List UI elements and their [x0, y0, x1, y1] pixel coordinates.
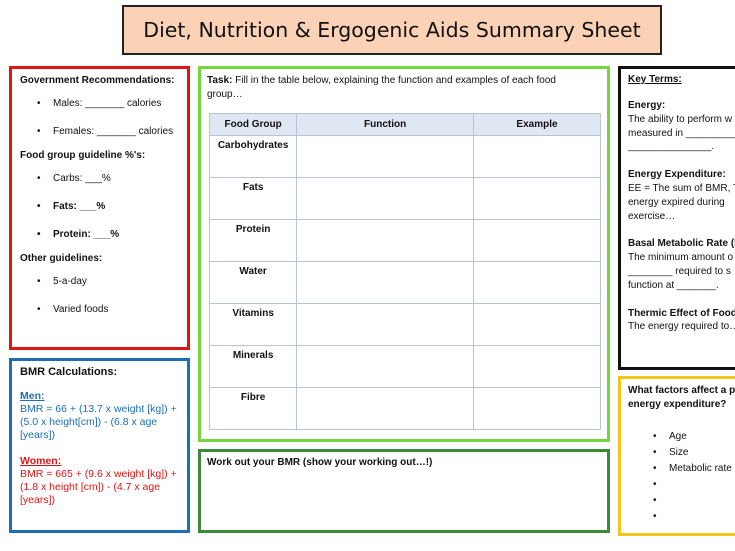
- term-line: function at _______.: [628, 279, 719, 291]
- bmr-calculations-panel: BMR Calculations: Men: BMR = 66 + (13.7 …: [9, 358, 190, 533]
- list-item: [628, 493, 735, 509]
- term-line: The energy required to…: [628, 321, 735, 333]
- women-formula: BMR = 665 + (9.6 x weight [kg]) + (1.8 x…: [20, 467, 177, 506]
- task-label: Task:: [207, 75, 233, 86]
- calorie-list: Males: _______ calories Females: _______…: [20, 90, 179, 146]
- food-group-guideline-heading: Food group guideline %'s:: [20, 150, 146, 161]
- list-item: [628, 509, 735, 525]
- bmr-heading: BMR Calculations:: [20, 366, 118, 378]
- term-line: The ability to perform w: [628, 113, 732, 125]
- list-item: Carbs: ___%: [20, 165, 179, 193]
- term-line: exercise…: [628, 210, 676, 222]
- women-formula-block: Women: BMR = 665 + (9.6 x weight [kg]) +…: [20, 455, 179, 508]
- food-group-cell: Carbohydrates: [208, 135, 298, 178]
- term-line: ________ required to s: [628, 265, 731, 277]
- key-terms-heading: Key Terms:: [628, 74, 682, 85]
- example-cell[interactable]: [472, 303, 602, 346]
- food-group-cell: Fibre: [208, 387, 298, 430]
- list-item: [628, 477, 735, 493]
- list-item: Fats: ___%: [20, 193, 179, 221]
- example-cell[interactable]: [472, 345, 602, 388]
- food-group-cell: Minerals: [208, 345, 298, 388]
- function-cell[interactable]: [296, 387, 474, 430]
- women-label: Women:: [20, 454, 62, 467]
- table-row: Water: [208, 261, 602, 304]
- food-group-table: Food Group Function Example Carbohydrate…: [208, 113, 602, 430]
- government-recommendations-panel: Government Recommendations: Males: _____…: [9, 66, 190, 350]
- men-formula-block: Men: BMR = 66 + (13.7 x weight [kg]) + (…: [20, 390, 179, 443]
- table-row: Fibre: [208, 387, 602, 430]
- function-cell[interactable]: [296, 177, 474, 220]
- term-thermic-effect-of-food: Thermic Effect of Food The energy requir…: [628, 307, 735, 335]
- task-panel: Task: Fill in the table below, explainin…: [198, 66, 610, 442]
- key-terms-panel: Key Terms: Energy: The ability to perfor…: [618, 66, 735, 370]
- example-cell[interactable]: [472, 261, 602, 304]
- list-item: Metabolic rate: [628, 461, 735, 477]
- food-group-cell: Fats: [208, 177, 298, 220]
- task-text: Fill in the table below, explaining the …: [207, 75, 556, 100]
- example-cell[interactable]: [472, 177, 602, 220]
- term-line: EE = The sum of BMR, T: [628, 182, 735, 194]
- table-row: Vitamins: [208, 303, 602, 346]
- food-group-cell: Water: [208, 261, 298, 304]
- food-group-cell: Protein: [208, 219, 298, 262]
- list-item: Females: _______ calories: [20, 118, 179, 146]
- function-cell[interactable]: [296, 219, 474, 262]
- function-cell[interactable]: [296, 261, 474, 304]
- food-group-list: Carbs: ___% Fats: ___% Protein: ___%: [20, 165, 179, 249]
- list-item: 5-a-day: [20, 268, 179, 296]
- list-item: Size: [628, 445, 735, 461]
- table-row: Minerals: [208, 345, 602, 388]
- gov-heading: Government Recommendations:: [20, 75, 175, 86]
- term-line: measured in __________: [628, 127, 735, 139]
- table-row: Carbohydrates: [208, 135, 602, 178]
- function-cell[interactable]: [296, 345, 474, 388]
- men-formula: BMR = 66 + (13.7 x weight [kg]) + (5.0 x…: [20, 403, 177, 442]
- work-out-bmr-panel[interactable]: Work out your BMR (show your working out…: [198, 449, 610, 533]
- term-basal-metabolic-rate: Basal Metabolic Rate (B The minimum amou…: [628, 237, 735, 292]
- other-guidelines-heading: Other guidelines:: [20, 253, 103, 264]
- term-energy-expenditure: Energy Expenditure: EE = The sum of BMR,…: [628, 168, 735, 223]
- term-line: _______________.: [628, 141, 715, 153]
- column-header-function: Function: [296, 113, 474, 136]
- example-cell[interactable]: [472, 387, 602, 430]
- factors-heading-line: What factors affect a p: [628, 385, 735, 396]
- example-cell[interactable]: [472, 219, 602, 262]
- page-title: Diet, Nutrition & Ergogenic Aids Summary…: [122, 5, 662, 55]
- list-item: Varied foods: [20, 296, 179, 324]
- energy-expenditure-factors-panel: What factors affect a p energy expenditu…: [618, 376, 735, 536]
- list-item: Age: [628, 429, 735, 445]
- term-title: Energy:: [628, 100, 666, 111]
- table-row: Protein: [208, 219, 602, 262]
- term-line: energy expired during: [628, 196, 725, 208]
- column-header-food-group: Food Group: [208, 113, 298, 136]
- term-title: Energy Expenditure:: [628, 169, 726, 181]
- other-guidelines-list: 5-a-day Varied foods: [20, 268, 179, 324]
- term-title: Thermic Effect of Food: [628, 307, 735, 319]
- list-item: Protein: ___%: [20, 221, 179, 249]
- term-line: The minimum amount o: [628, 252, 734, 264]
- table-row: Fats: [208, 177, 602, 220]
- term-energy: Energy: The ability to perform w measure…: [628, 99, 735, 154]
- column-header-example: Example: [472, 113, 602, 136]
- food-group-cell: Vitamins: [208, 303, 298, 346]
- factors-list: Age Size Metabolic rate: [628, 429, 735, 525]
- work-out-bmr-prompt: Work out your BMR (show your working out…: [207, 457, 433, 468]
- factors-heading-line: energy expenditure?: [628, 398, 727, 410]
- function-cell[interactable]: [296, 303, 474, 346]
- men-label: Men:: [20, 390, 45, 402]
- example-cell[interactable]: [472, 135, 602, 178]
- term-title: Basal Metabolic Rate (B: [628, 238, 735, 250]
- task-instruction: Task: Fill in the table below, explainin…: [207, 74, 601, 101]
- table-header-row: Food Group Function Example: [208, 113, 602, 136]
- function-cell[interactable]: [296, 135, 474, 178]
- factors-heading: What factors affect a p energy expenditu…: [628, 384, 735, 411]
- list-item: Males: _______ calories: [20, 90, 179, 118]
